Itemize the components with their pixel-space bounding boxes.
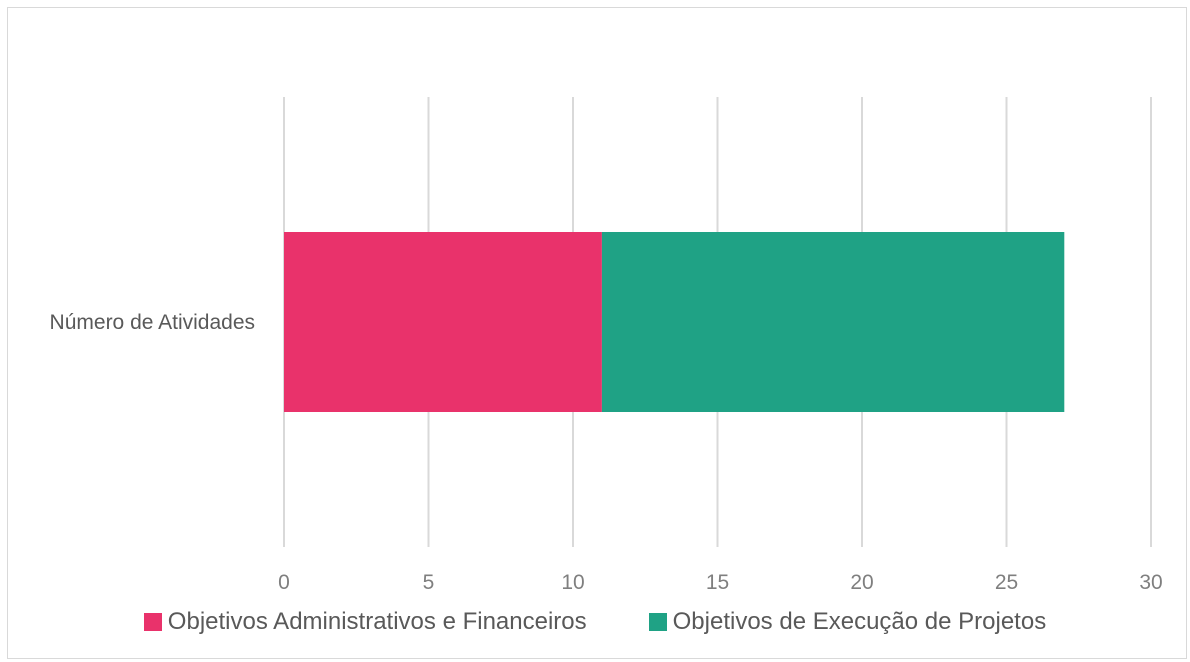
category-labels: Número de Atividades <box>50 311 255 334</box>
legend-label: Objetivos de Execução de Projetos <box>672 608 1047 635</box>
x-tick-label-25: 25 <box>995 571 1018 594</box>
category-label: Número de Atividades <box>50 311 255 334</box>
bars <box>284 232 1065 412</box>
bar-segment-series-1 <box>284 232 602 412</box>
x-tick-label-20: 20 <box>850 571 873 594</box>
legend-item-series-2: Objetivos de Execução de Projetos <box>648 608 1047 636</box>
x-tick-label-15: 15 <box>706 571 729 594</box>
legend-label: Objetivos Administrativos e Financeiros <box>167 608 587 635</box>
bar-segment-series-2 <box>601 232 1065 412</box>
x-tick-label-5: 5 <box>423 571 435 594</box>
legend-swatch <box>648 613 667 631</box>
x-tick-label-0: 0 <box>278 571 290 594</box>
x-tick-label-30: 30 <box>1139 571 1162 594</box>
legend-item-series-1: Objetivos Administrativos e Financeiros <box>143 608 587 636</box>
legend-swatch <box>143 613 162 631</box>
x-tick-label-10: 10 <box>561 571 584 594</box>
x-tick-labels: 0 5 10 15 20 25 30 <box>278 571 1163 594</box>
legend: Objetivos Administrativos e Financeiros O… <box>0 604 1190 640</box>
